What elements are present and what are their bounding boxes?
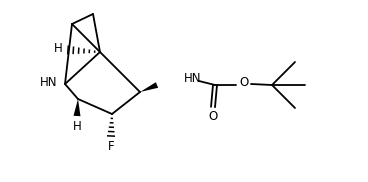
Text: H: H	[54, 41, 62, 54]
Text: O: O	[208, 110, 217, 124]
Text: O: O	[239, 76, 249, 90]
Text: HN: HN	[184, 72, 202, 86]
Text: HN: HN	[40, 76, 58, 88]
Text: H: H	[72, 120, 81, 134]
Polygon shape	[140, 82, 158, 92]
Polygon shape	[74, 99, 81, 116]
Text: F: F	[108, 139, 114, 153]
